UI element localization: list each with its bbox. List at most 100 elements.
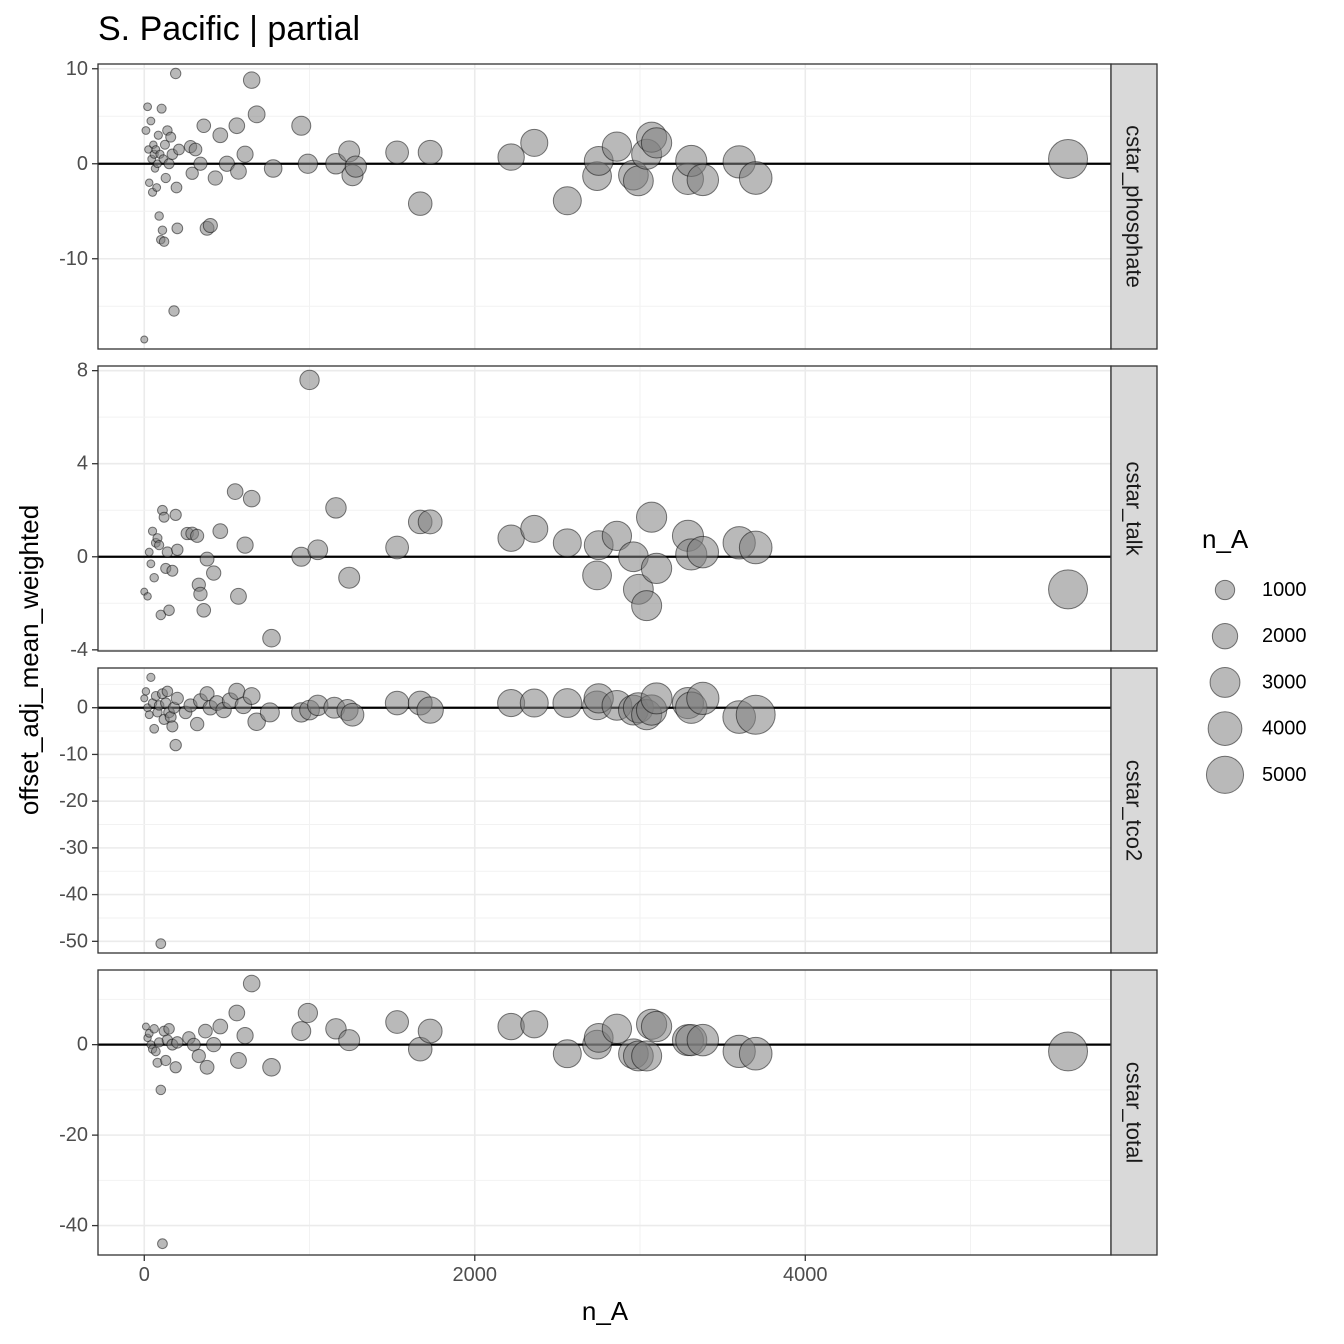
- data-point: [338, 1029, 361, 1052]
- data-point: [140, 694, 149, 703]
- data-point: [146, 672, 156, 682]
- data-point: [185, 166, 199, 180]
- data-point: [160, 1054, 172, 1067]
- y-tick-label: 0: [77, 546, 88, 568]
- x-tick-label: 4000: [783, 1264, 828, 1286]
- data-point: [140, 335, 149, 344]
- data-point: [159, 139, 170, 150]
- data-point: [636, 501, 668, 533]
- data-point: [247, 712, 266, 731]
- data-point: [169, 508, 182, 522]
- facet-panel-cstar_talk: cstar_talk 8 4 0 -4: [70, 360, 1158, 661]
- data-point: [193, 586, 208, 602]
- data-point: [152, 183, 162, 192]
- data-point: [385, 535, 409, 560]
- data-point: [520, 1010, 549, 1039]
- data-point: [686, 535, 720, 569]
- data-point: [212, 1018, 229, 1035]
- y-tick-label: 4: [77, 453, 88, 475]
- data-point: [228, 1004, 246, 1022]
- data-point: [153, 539, 165, 551]
- legend-title: n_A: [1202, 524, 1249, 554]
- data-point: [631, 1040, 663, 1072]
- data-point: [236, 145, 254, 163]
- data-point: [144, 547, 154, 557]
- data-point: [161, 685, 174, 698]
- y-tick-label: -20: [59, 1124, 88, 1146]
- data-point: [407, 191, 433, 216]
- data-point: [230, 1052, 247, 1069]
- data-point: [1048, 569, 1089, 610]
- y-tick-label: 8: [77, 360, 88, 382]
- facet-strip: [1110, 667, 1158, 954]
- data-point: [344, 155, 367, 178]
- data-point: [171, 1036, 184, 1049]
- data-point: [199, 1059, 215, 1075]
- data-point: [163, 604, 175, 617]
- data-point: [738, 161, 773, 195]
- chart-title: S. Pacific | partial: [98, 10, 360, 48]
- y-tick-label: -4: [70, 639, 88, 661]
- data-point: [291, 1021, 312, 1042]
- data-point: [149, 572, 159, 583]
- data-point: [242, 489, 261, 508]
- data-point: [385, 140, 409, 165]
- data-point: [299, 369, 320, 391]
- data-point: [196, 602, 212, 618]
- data-point: [738, 530, 773, 565]
- data-point: [207, 170, 223, 186]
- data-point: [169, 738, 182, 752]
- data-point: [259, 702, 280, 723]
- data-point: [230, 162, 247, 180]
- y-tick-label: -40: [59, 884, 88, 906]
- data-point: [218, 155, 235, 172]
- data-point: [686, 163, 720, 197]
- data-point: [416, 696, 444, 724]
- data-point: [738, 1036, 773, 1071]
- data-point: [157, 1238, 168, 1250]
- data-point: [228, 117, 246, 135]
- data-point: [552, 1039, 582, 1069]
- data-point: [158, 511, 170, 523]
- y-tick-label: -10: [59, 248, 88, 270]
- data-point: [169, 1061, 182, 1074]
- facet-strip-label: cstar_total: [1122, 1062, 1147, 1164]
- data-point: [163, 1023, 175, 1035]
- data-point: [146, 116, 156, 126]
- y-tick-label: -50: [59, 930, 88, 952]
- data-point: [262, 628, 281, 648]
- data-point: [640, 682, 673, 715]
- data-point: [165, 131, 177, 143]
- data-point: [163, 158, 175, 170]
- facet-strip-label: cstar_tco2: [1122, 760, 1147, 862]
- data-point: [263, 159, 283, 178]
- data-point: [189, 716, 205, 732]
- data-point: [385, 1010, 409, 1034]
- data-point: [340, 702, 365, 727]
- data-point: [155, 938, 167, 950]
- y-tick-label: -40: [59, 1215, 88, 1237]
- data-point: [520, 128, 549, 157]
- data-point: [226, 483, 244, 500]
- legend-label: 2000: [1262, 625, 1307, 647]
- facet-strip-label: cstar_talk: [1122, 461, 1147, 556]
- data-point: [417, 139, 443, 165]
- data-point: [155, 1084, 167, 1096]
- data-point: [552, 186, 582, 216]
- data-point: [155, 609, 167, 621]
- data-point: [144, 178, 154, 187]
- data-point: [417, 1018, 443, 1044]
- data-point: [384, 690, 410, 716]
- y-tick-label: 0: [77, 1034, 88, 1056]
- data-point: [497, 1012, 525, 1041]
- panel-background: [98, 970, 1111, 1255]
- data-point: [242, 687, 261, 705]
- data-point: [622, 165, 654, 197]
- data-point: [143, 592, 152, 601]
- data-point: [640, 1010, 673, 1043]
- legend-label: 5000: [1262, 764, 1307, 786]
- data-point: [206, 565, 222, 581]
- data-point: [161, 546, 174, 558]
- data-point: [519, 688, 549, 718]
- data-point: [143, 102, 153, 112]
